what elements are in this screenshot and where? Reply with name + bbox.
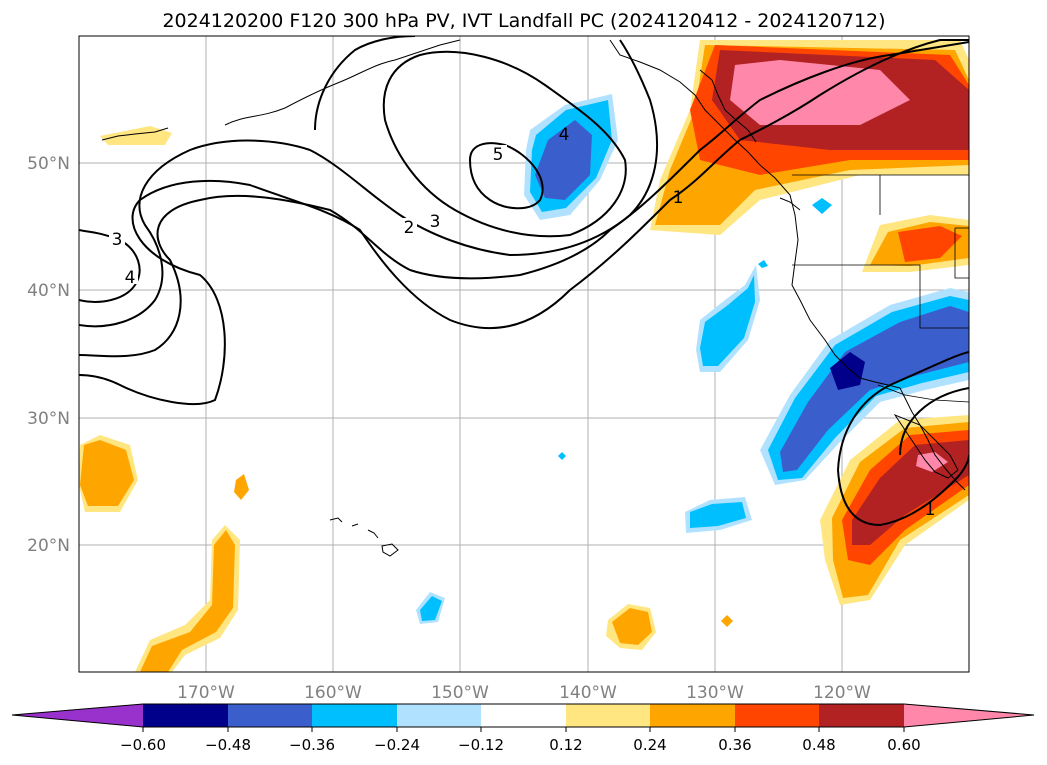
pv-contour-9 xyxy=(837,454,969,527)
contour-label-3: 4 xyxy=(125,268,136,288)
shading-small-neg-e xyxy=(758,260,768,268)
colorbar-label-7: 0.36 xyxy=(718,736,751,754)
colorbar-seg-1 xyxy=(143,704,228,727)
colorbar-ticks xyxy=(142,727,905,732)
shading-offshore-neg-024 xyxy=(700,275,755,366)
colorbar-extend-low xyxy=(12,704,143,727)
lon-label-160w: 160°W xyxy=(304,683,362,703)
colorbar-segments xyxy=(12,704,1034,727)
coastline-hawaii xyxy=(329,517,399,557)
shading-baja-pos-060 xyxy=(916,452,948,472)
colorbar-seg-4 xyxy=(397,704,481,727)
coastline-north-america-west xyxy=(609,39,966,491)
pv-contour-3 xyxy=(79,39,659,328)
contour-label-bg-3 xyxy=(122,268,138,284)
colorbar-seg-3 xyxy=(312,704,397,727)
shading-small-neg-d xyxy=(558,452,566,460)
political-borders xyxy=(792,174,969,403)
colorbar-seg-8 xyxy=(735,704,819,727)
shading-small-pos-c xyxy=(612,608,652,645)
shading-small-pos-d xyxy=(721,615,733,627)
contour-label-5: 3 xyxy=(112,230,123,250)
contour-label-7: 1 xyxy=(673,188,684,208)
contour-label-8: 1 xyxy=(925,500,936,520)
lat-label-30n: 30°N xyxy=(27,409,70,429)
colorbar-label-0: −0.60 xyxy=(120,736,166,754)
shading-gulf-alaska-pos-060 xyxy=(730,60,910,125)
colorbar-seg-5 xyxy=(481,704,566,727)
colorbar-label-6: 0.24 xyxy=(633,736,666,754)
lon-label-120w: 120°W xyxy=(813,683,871,703)
coastline-alaska-peninsula xyxy=(224,39,461,126)
shading-small-neg-c xyxy=(812,198,832,214)
colorbar-seg-2 xyxy=(228,704,312,727)
border-states-interior xyxy=(879,175,969,279)
lat-label-40n: 40°N xyxy=(27,281,70,301)
contour-label-bg-5 xyxy=(109,230,125,246)
colorbar-seg-6 xyxy=(566,704,650,727)
colorbar-label-5: 0.12 xyxy=(549,736,582,754)
lon-label-170w: 170°W xyxy=(177,683,235,703)
pv-contour-8 xyxy=(837,351,969,471)
pv-contour-4 xyxy=(79,229,141,303)
shading-northeast-pacific-neg-036 xyxy=(535,120,592,200)
pv-contour-2 xyxy=(79,41,969,358)
longitude-labels: 170°W 160°W 150°W 140°W 130°W 120°W xyxy=(177,683,871,703)
border-us-mexico xyxy=(877,384,969,403)
coastline-inside-passage xyxy=(699,69,757,143)
colorbar-label-3: −0.24 xyxy=(374,736,420,754)
figure-title: 2024120200 F120 300 hPa PV, IVT Landfall… xyxy=(162,10,885,32)
shading-central-pacific-band-pos-024 xyxy=(140,530,235,672)
colorbar: −0.60 −0.48 −0.36 −0.24 −0.12 0.12 0.24 … xyxy=(11,703,1035,754)
coastline-baja-california xyxy=(893,413,959,479)
coastlines xyxy=(101,39,966,557)
coastline-vancouver-island xyxy=(779,197,801,211)
contour-label-6: 2 xyxy=(404,218,415,238)
contour-label-4: 3 xyxy=(430,212,441,232)
shading-subtropical-neg-024 xyxy=(690,502,746,528)
lat-label-50n: 50°N xyxy=(27,154,70,174)
shading-aleutian-pos-012 xyxy=(100,126,172,145)
pv-contour-5 xyxy=(314,36,416,131)
colorbar-seg-7 xyxy=(650,704,735,727)
lon-label-130w: 130°W xyxy=(686,683,744,703)
coastline-aleutians xyxy=(101,127,169,141)
shading-small-neg-b xyxy=(420,596,442,621)
ivt-negative-shading xyxy=(416,94,969,624)
colorbar-label-1: −0.48 xyxy=(205,736,251,754)
colorbar-label-9: 0.60 xyxy=(887,736,920,754)
latitude-labels: 50°N 40°N 30°N 20°N xyxy=(27,154,70,556)
colorbar-seg-9 xyxy=(819,704,904,727)
lon-label-150w: 150°W xyxy=(431,683,489,703)
contour-label-bg-1 xyxy=(489,145,507,161)
contour-label-1: 5 xyxy=(493,145,504,165)
pv-contour-6 xyxy=(382,50,627,238)
colorbar-label-4: −0.12 xyxy=(458,736,504,754)
colorbar-label-2: −0.36 xyxy=(289,736,335,754)
colorbar-label-8: 0.48 xyxy=(802,736,835,754)
map-frame xyxy=(78,35,970,673)
pv-contours xyxy=(79,36,969,527)
shading-great-basin-pos-036 xyxy=(898,226,962,262)
pv-contour-10 xyxy=(899,387,969,456)
shading-west-pacific-pos-024 xyxy=(80,440,134,506)
pv-contour-labels: 5 4 4 3 3 2 1 1 xyxy=(109,125,935,520)
contour-label-bg-6 xyxy=(401,218,417,234)
shading-california-neg-048 xyxy=(830,352,865,390)
shading-small-pos-a xyxy=(234,474,249,500)
pv-contour-7 xyxy=(468,142,544,210)
colorbar-tick-labels: −0.60 −0.48 −0.36 −0.24 −0.12 0.12 0.24 … xyxy=(120,736,921,754)
pv-contour-1 xyxy=(79,39,969,406)
map-panel: 5 4 4 3 3 2 1 1 xyxy=(78,35,970,673)
border-states xyxy=(792,264,969,329)
colorbar-extend-high xyxy=(904,704,1034,727)
contour-label-bg-4 xyxy=(427,212,443,228)
contour-label-2: 4 xyxy=(559,125,570,145)
shading-california-neg-036 xyxy=(780,306,969,472)
lon-label-140w: 140°W xyxy=(559,683,617,703)
lat-label-20n: 20°N xyxy=(27,536,70,556)
ivt-positive-shading xyxy=(79,40,969,672)
